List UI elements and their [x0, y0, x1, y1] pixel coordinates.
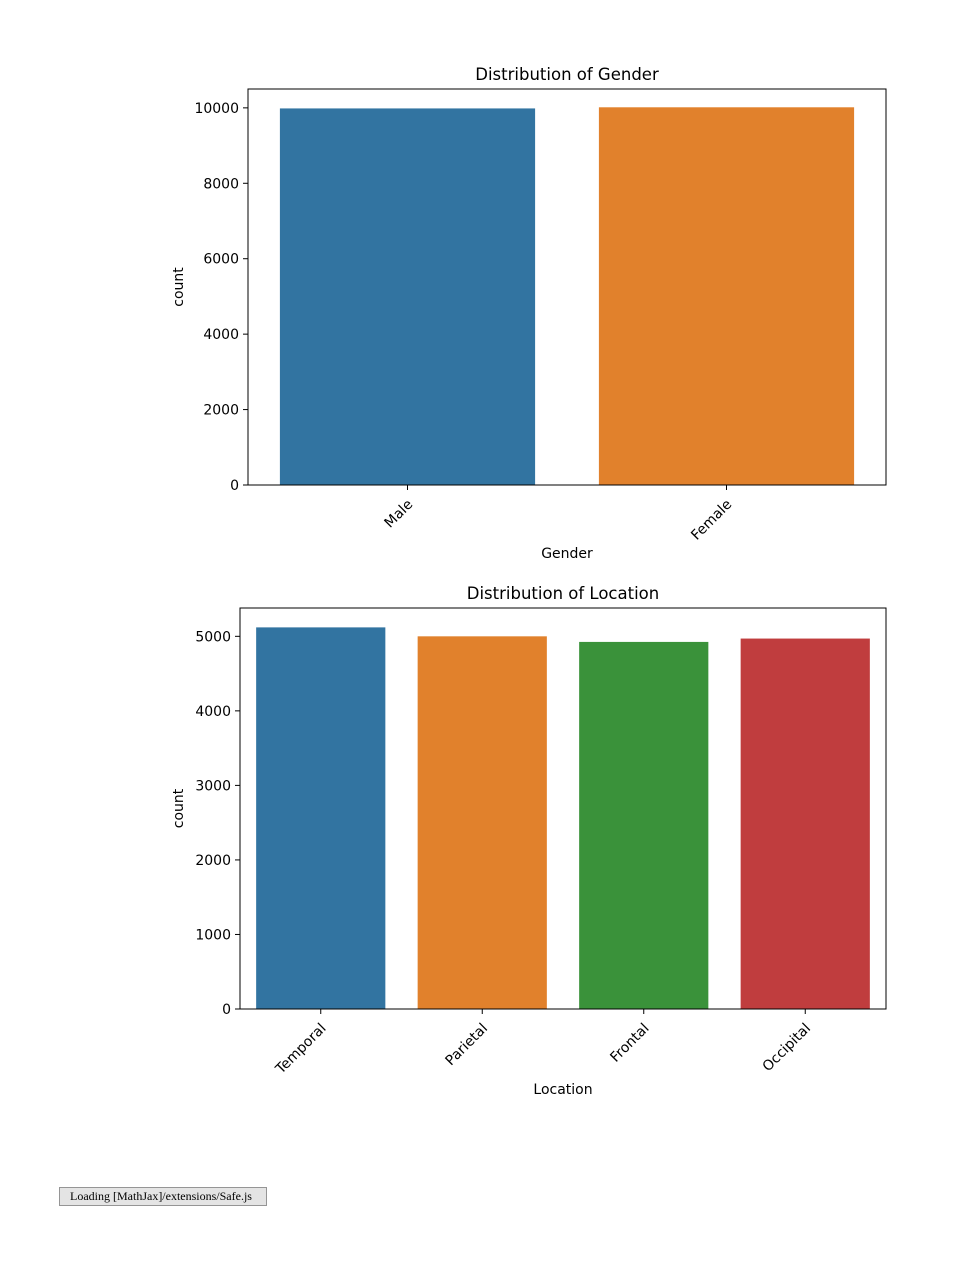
y-tick-label: 0 [222, 1002, 231, 1018]
y-tick-label: 5000 [195, 629, 231, 645]
x-axis-label: Gender [541, 546, 593, 562]
x-tick-label: Male [382, 497, 417, 532]
x-tick-label: Parietal [443, 1021, 492, 1070]
y-tick-label: 6000 [203, 252, 239, 268]
y-tick-label: 4000 [203, 327, 239, 343]
y-tick-label: 10000 [194, 101, 239, 117]
x-axis-label: Location [533, 1082, 592, 1098]
x-tick-label: Temporal [272, 1021, 329, 1078]
chart-2: 0 1000 2000 3000 4000 5000 Temporal Parietal Fro… [171, 584, 887, 1098]
bar-male [279, 108, 536, 486]
x-tick-label: Occipital [760, 1021, 814, 1075]
bar-frontal [579, 641, 709, 1009]
y-tick-label: 2000 [195, 853, 231, 869]
y-tick-label: 3000 [195, 778, 231, 794]
chart-title: Distribution of Location [467, 584, 659, 603]
bar-occipital [740, 638, 870, 1009]
chart-title: Distribution of Gender [475, 65, 659, 84]
plot-frame [247, 88, 887, 486]
bar-female [598, 107, 855, 485]
chart-1: 0 2000 4000 6000 8000 10000 Male Female Distribu… [171, 65, 887, 562]
mathjax-loading-status: Loading [MathJax]/extensions/Safe.js [59, 1187, 267, 1206]
bar-parietal [417, 636, 547, 1009]
bar-temporal [256, 627, 386, 1009]
y-tick-label: 4000 [195, 704, 231, 720]
x-tick-label: Female [688, 497, 735, 544]
plot-frame [239, 607, 887, 1010]
y-axis-label: count [171, 788, 187, 828]
x-tick-label: Frontal [607, 1021, 652, 1066]
y-tick-label: 8000 [203, 176, 239, 192]
y-tick-label: 1000 [195, 927, 231, 943]
y-tick-label: 2000 [203, 403, 239, 419]
y-tick-label: 0 [230, 478, 239, 494]
y-axis-label: count [171, 267, 187, 307]
